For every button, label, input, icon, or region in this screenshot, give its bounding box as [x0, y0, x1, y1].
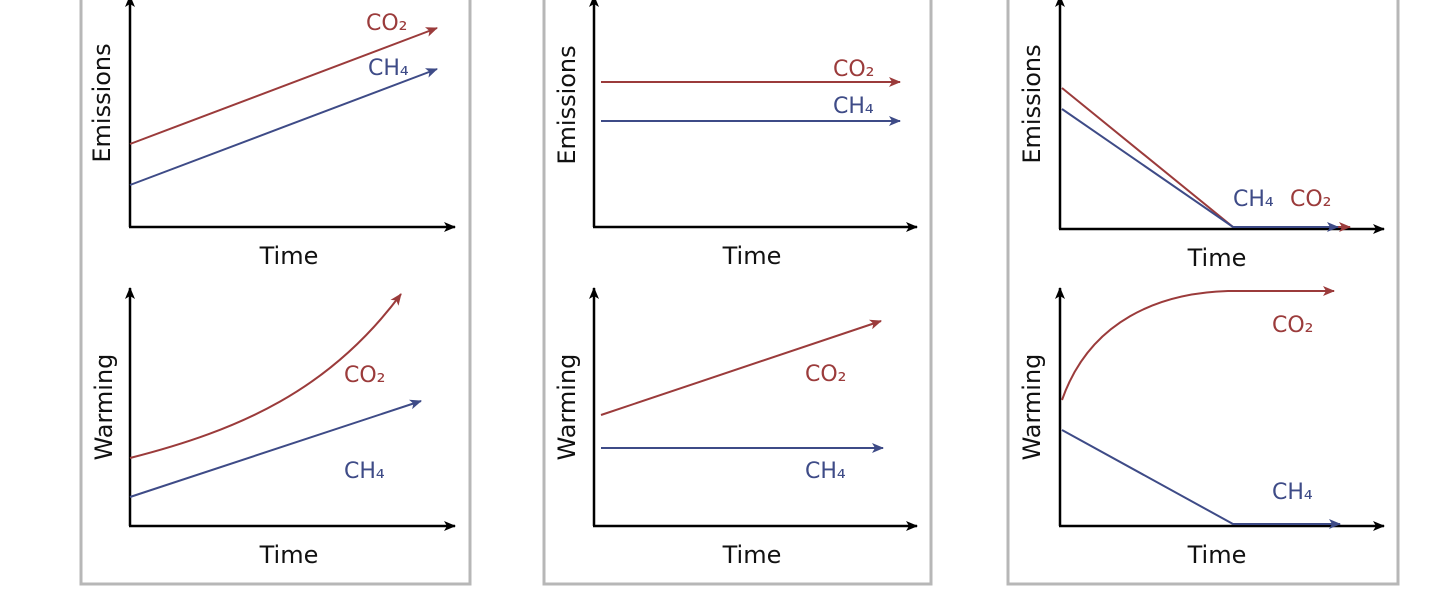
p3-emissions-xlabel: Time — [1187, 244, 1247, 272]
p1-warming-xlabel: Time — [259, 541, 319, 569]
p2-warming-xlabel: Time — [722, 541, 782, 569]
panel-2-frame — [542, 0, 933, 586]
p1-emissions-ch4-line — [129, 68, 438, 186]
p1-warming-co2-curve — [129, 293, 402, 459]
p1-emissions-ch4-label: CH₄ — [368, 56, 409, 81]
p3-warming-ch4-label: CH₄ — [1272, 480, 1313, 505]
p2-emissions-ch4-label: CH₄ — [833, 94, 874, 119]
p1-emissions-xlabel: Time — [259, 242, 319, 270]
p2-warming-co2-label: CO₂ — [805, 362, 847, 387]
p1-warming-ch4-line — [129, 399, 422, 498]
p3-warming-co2-label: CO₂ — [1272, 313, 1314, 338]
p3-emissions-ch4-line — [1061, 108, 1339, 232]
p2-warming-ch4-label: CH₄ — [805, 459, 846, 484]
p1-emissions-co2-line — [129, 27, 438, 145]
p1-warming-ylabel: Warming — [90, 354, 118, 461]
p3-warming-xlabel: Time — [1187, 541, 1247, 569]
p2-warming-co2-line — [600, 319, 882, 416]
p2-emissions-co2-label: CO₂ — [833, 57, 875, 82]
p3-emissions-co2-label: CO₂ — [1290, 187, 1332, 212]
p3-emissions-ch4-label: CH₄ — [1233, 187, 1274, 212]
p1-emissions-co2-label: CO₂ — [366, 11, 408, 36]
p1-emissions-ylabel: Emissions — [88, 43, 116, 162]
p3-emissions-ylabel: Emissions — [1018, 44, 1046, 163]
p1-warming-co2-label: CO₂ — [344, 363, 386, 388]
p2-emissions-ylabel: Emissions — [553, 45, 581, 164]
panel-1-frame — [79, 0, 472, 586]
p3-warming-ylabel: Warming — [1018, 354, 1046, 461]
panel-3-frame — [1006, 0, 1400, 586]
p2-warming-ylabel: Warming — [553, 354, 581, 461]
p3-warming-ch4-line — [1061, 429, 1341, 529]
p1-warming-ch4-label: CH₄ — [344, 459, 385, 484]
p3-warming-co2-curve — [1061, 286, 1335, 401]
p2-emissions-xlabel: Time — [722, 242, 782, 270]
